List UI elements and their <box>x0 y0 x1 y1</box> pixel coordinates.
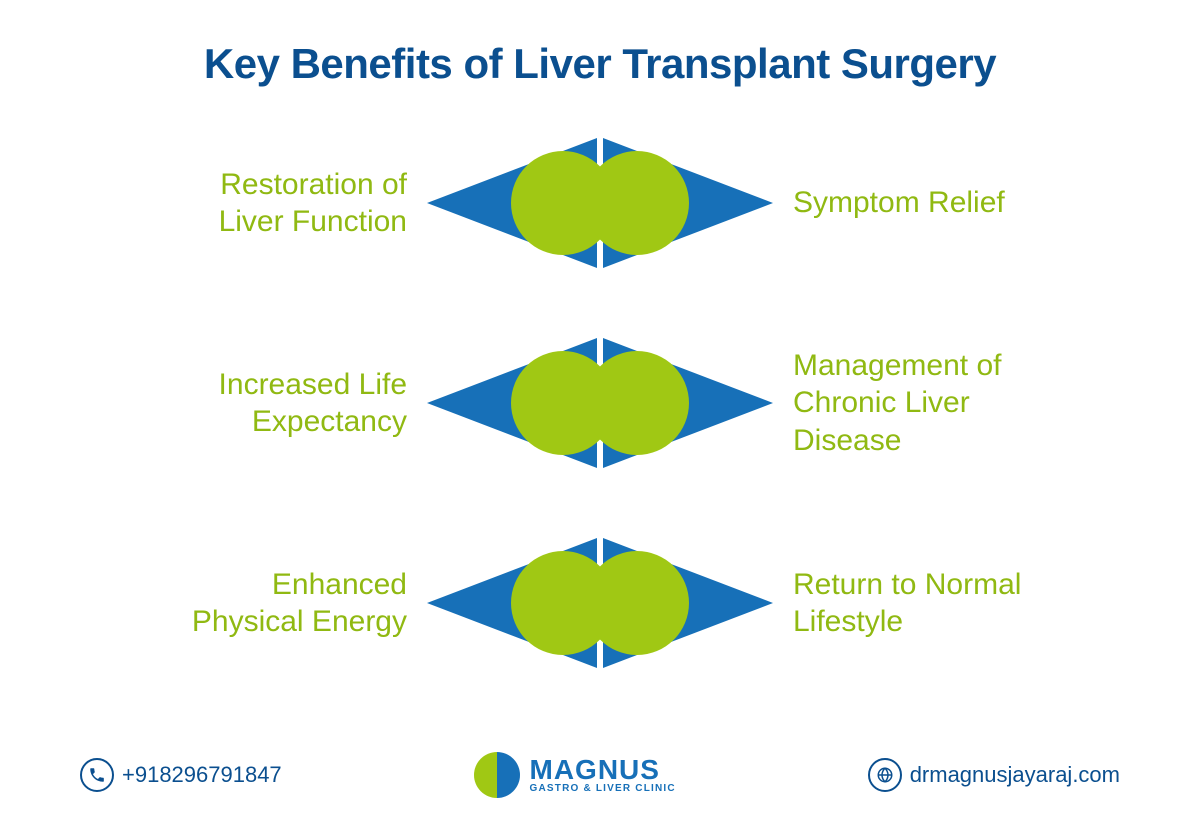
arrow-left-icon <box>427 538 597 668</box>
logo-brand-text: MAGNUS <box>530 756 676 784</box>
phone-icon <box>80 758 114 792</box>
arrow-right-icon <box>603 138 773 268</box>
arrow-pair <box>427 138 773 268</box>
brand-logo: MAGNUS GASTRO & LIVER CLINIC <box>474 752 676 798</box>
benefits-rows: Restoration ofLiver Function Symptom Reli… <box>0 128 1200 678</box>
benefit-label-right: Symptom Relief <box>793 184 1123 222</box>
arrow-left-icon <box>427 138 597 268</box>
benefit-label-left: EnhancedPhysical Energy <box>77 566 407 641</box>
footer: +918296791847 MAGNUS GASTRO & LIVER CLIN… <box>0 752 1200 798</box>
logo-mark-icon <box>474 752 520 798</box>
phone-number: +918296791847 <box>122 762 282 788</box>
page-title: Key Benefits of Liver Transplant Surgery <box>0 40 1200 88</box>
phone-contact: +918296791847 <box>80 758 282 792</box>
arrow-right-icon <box>603 538 773 668</box>
benefit-row: EnhancedPhysical Energy Return to NormalL… <box>0 528 1200 678</box>
arrow-left-icon <box>427 338 597 468</box>
arrow-pair <box>427 538 773 668</box>
benefit-row: Restoration ofLiver Function Symptom Reli… <box>0 128 1200 278</box>
globe-icon <box>868 758 902 792</box>
arrow-right-icon <box>603 338 773 468</box>
website-url: drmagnusjayaraj.com <box>910 762 1120 788</box>
arrow-pair <box>427 338 773 468</box>
benefit-row: Increased LifeExpectancy Management ofChr… <box>0 328 1200 478</box>
benefit-label-right: Return to NormalLifestyle <box>793 566 1123 641</box>
benefit-label-left: Increased LifeExpectancy <box>77 366 407 441</box>
website-contact: drmagnusjayaraj.com <box>868 758 1120 792</box>
benefit-label-left: Restoration ofLiver Function <box>77 166 407 241</box>
benefit-label-right: Management ofChronic LiverDisease <box>793 347 1123 460</box>
